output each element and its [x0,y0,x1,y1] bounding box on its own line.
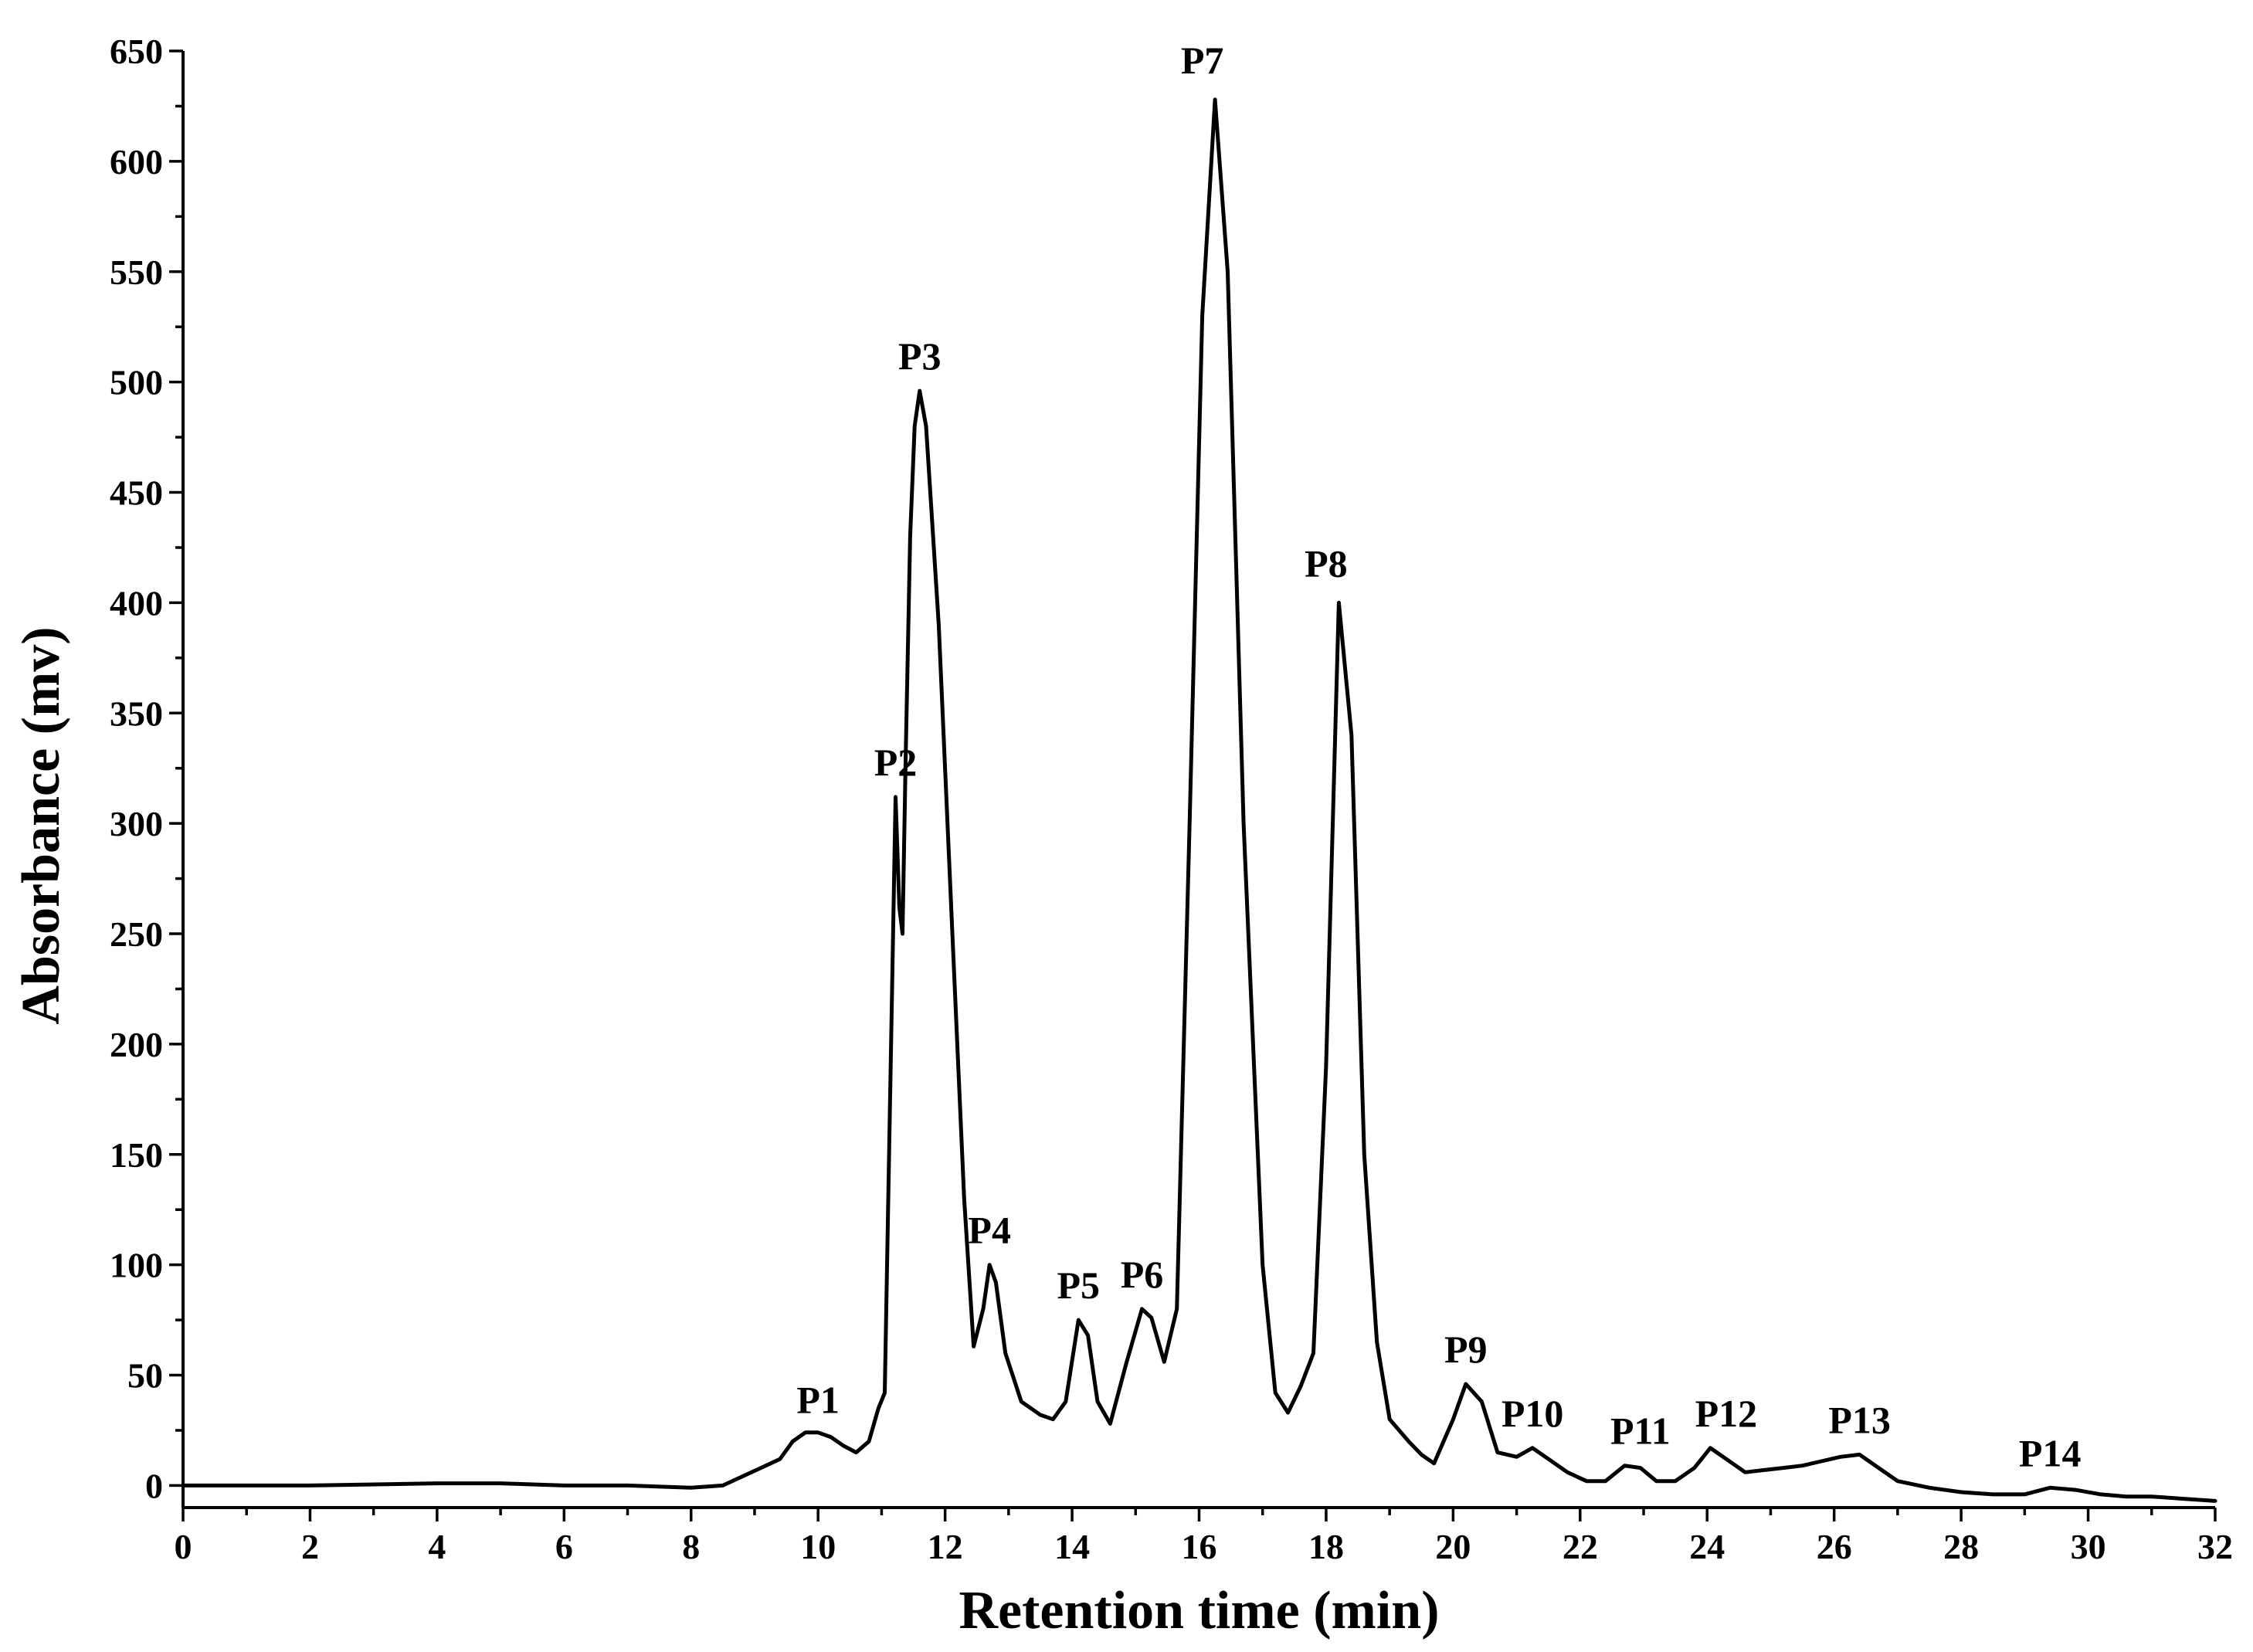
peak-label-p5: P5 [1057,1264,1101,1307]
peak-label-p13: P13 [1828,1398,1891,1441]
plot-area [181,97,2217,1503]
peak-label-p14: P14 [2019,1431,2082,1474]
y-tick-label: 100 [110,1246,163,1285]
peak-labels: P1 P2 P3 P4 P5 P6 P7 P8 P9 P10 P11 P12 P13 P14 [796,39,2081,1474]
y-tick-label: 300 [110,804,163,843]
y-tick-label: 450 [110,473,163,513]
y-tick-label: 250 [110,914,163,954]
y-tick-label: 400 [110,583,163,622]
y-tick-label: 600 [110,142,163,181]
peak-label-p12: P12 [1695,1392,1758,1435]
x-axis: 0 2 4 6 8 10 12 14 16 18 20 22 24 26 28 30 32 [175,1506,2233,1566]
peak-label-p2: P2 [874,741,918,784]
x-tick-label: 4 [428,1527,446,1566]
x-tick-label: 20 [1435,1527,1471,1566]
y-tick-label: 650 [110,32,163,71]
x-tick-label: 8 [682,1527,700,1566]
peak-label-p8: P8 [1305,542,1348,585]
x-tick-label: 0 [175,1527,192,1566]
peak-label-p7: P7 [1181,39,1224,82]
x-axis-title: Retention time (min) [959,1581,1439,1640]
chromatogram-trace [181,97,2217,1503]
x-tick-label: 26 [1817,1527,1852,1566]
peak-label-p9: P9 [1444,1328,1488,1371]
y-tick-label: 550 [110,253,163,292]
x-tick-label: 12 [928,1527,963,1566]
peak-label-p1: P1 [796,1379,840,1422]
x-tick-label: 6 [555,1527,573,1566]
peak-label-p10: P10 [1501,1392,1564,1435]
peak-label-p11: P11 [1610,1409,1671,1453]
x-tick-label: 28 [1943,1527,1979,1566]
y-axis-title: Absorbance (mv) [12,626,71,1024]
y-tick-label: 50 [127,1356,163,1396]
x-tick-label: 22 [1563,1527,1598,1566]
x-tick-label: 10 [800,1527,836,1566]
peak-label-p3: P3 [898,334,942,378]
y-tick-label: 150 [110,1135,163,1175]
x-tick-label: 14 [1054,1527,1090,1566]
y-tick-label: 350 [110,694,163,733]
x-tick-label: 32 [2197,1527,2233,1566]
y-tick-label: 500 [110,363,163,402]
x-tick-label: 2 [301,1527,319,1566]
x-tick-label: 16 [1182,1527,1217,1566]
peak-label-p4: P4 [968,1209,1011,1252]
peak-label-p6: P6 [1121,1253,1164,1296]
y-tick-label: 0 [145,1466,163,1505]
x-tick-label: 30 [2071,1527,2106,1566]
y-axis: 0 50 100 150 200 250 300 350 400 450 500 550 600 650 [110,32,185,1508]
x-tick-label: 18 [1308,1527,1344,1566]
y-tick-label: 200 [110,1025,163,1064]
x-tick-label: 24 [1689,1527,1725,1566]
